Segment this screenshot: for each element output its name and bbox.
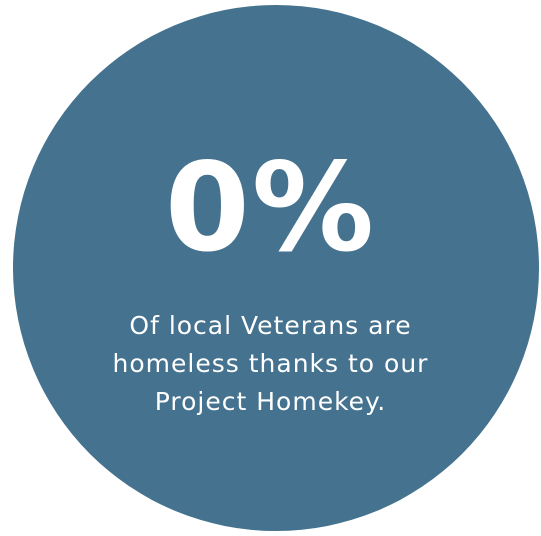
stat-caption: Of local Veterans are homeless thanks to… xyxy=(60,307,481,421)
stat-caption-line-1: Of local Veterans are xyxy=(129,311,412,340)
stat-value: 0% xyxy=(164,137,377,279)
stat-caption-line-2: homeless thanks to our xyxy=(112,349,429,378)
stat-circle xyxy=(13,5,539,531)
stat-caption-line-3: Project Homekey. xyxy=(154,387,387,416)
